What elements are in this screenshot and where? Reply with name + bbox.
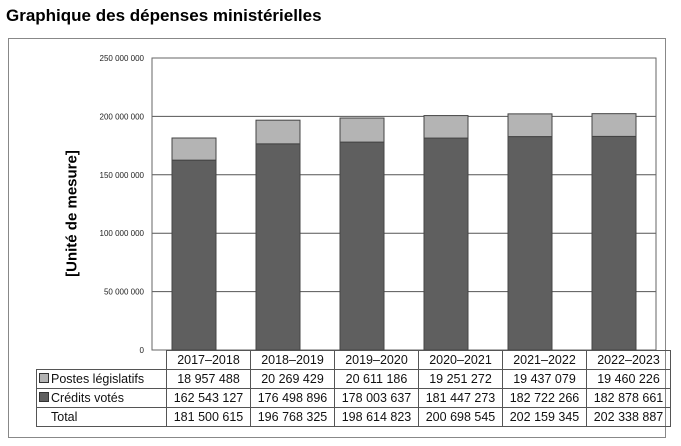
row-label-text: Postes législatifs bbox=[51, 372, 145, 386]
bar-postes-legislatifs bbox=[507, 113, 553, 138]
y-tick-label: 50 000 000 bbox=[104, 288, 145, 297]
table-cell: 20 611 186 bbox=[334, 369, 419, 389]
table-cell: 19 437 079 bbox=[502, 369, 587, 389]
table-cell: 2017–2018 bbox=[166, 350, 251, 370]
table-cell: 202 338 887 bbox=[586, 407, 671, 427]
chart-frame bbox=[8, 38, 666, 438]
bar-postes-legislatifs bbox=[171, 137, 217, 161]
y-tick-label: 250 000 000 bbox=[100, 54, 145, 63]
table-cell: 198 614 823 bbox=[334, 407, 419, 427]
bar-credits-votes bbox=[171, 159, 217, 351]
legend-swatch bbox=[39, 373, 49, 383]
row-label-text: Crédits votés bbox=[51, 391, 124, 405]
table-row: Postes législatifs 18 957 488 20 269 429 20… bbox=[36, 369, 671, 389]
table-cell: 2022–2023 bbox=[586, 350, 671, 370]
plot-area bbox=[151, 57, 657, 351]
data-table: 2017–2018 2018–2019 2019–2020 2020–2021 2021… bbox=[36, 350, 671, 427]
table-cell: 162 543 127 bbox=[166, 388, 251, 408]
bar-credits-votes bbox=[591, 135, 637, 351]
table-cell: 18 957 488 bbox=[166, 369, 251, 389]
table-cell: 181 447 273 bbox=[418, 388, 503, 408]
bar-postes-legislatifs bbox=[591, 113, 637, 137]
table-cell: 20 269 429 bbox=[250, 369, 335, 389]
table-cell: 200 698 545 bbox=[418, 407, 503, 427]
y-axis-label: [Unité de mesure] bbox=[63, 150, 81, 277]
table-cell: 19 460 226 bbox=[586, 369, 671, 389]
legend-swatch bbox=[39, 392, 49, 402]
bar-credits-votes bbox=[339, 141, 385, 351]
y-tick-label: 0 bbox=[140, 346, 145, 355]
bar-credits-votes bbox=[255, 143, 301, 351]
row-label bbox=[37, 351, 167, 370]
table-cell: 2018–2019 bbox=[250, 350, 335, 370]
y-tick-label: 150 000 000 bbox=[100, 171, 145, 180]
table-cell: 2021–2022 bbox=[502, 350, 587, 370]
bar-credits-votes bbox=[423, 137, 469, 351]
table-cell: 196 768 325 bbox=[250, 407, 335, 427]
table-row: Crédits votés 162 543 127 176 498 896 178 0… bbox=[36, 388, 671, 408]
row-label: Postes législatifs bbox=[36, 369, 167, 389]
table-cell: 182 722 266 bbox=[502, 388, 587, 408]
y-tick-label: 100 000 000 bbox=[100, 229, 145, 238]
bar-postes-legislatifs bbox=[339, 117, 385, 143]
category-header-row: 2017–2018 2018–2019 2019–2020 2020–2021 2021… bbox=[37, 350, 671, 370]
table-cell: 2020–2021 bbox=[418, 350, 503, 370]
table-cell: 202 159 345 bbox=[502, 407, 587, 427]
table-cell: 19 251 272 bbox=[418, 369, 503, 389]
row-label: Total bbox=[36, 407, 167, 427]
table-cell: 176 498 896 bbox=[250, 388, 335, 408]
row-label: Crédits votés bbox=[36, 388, 167, 408]
row-label-text: Total bbox=[51, 410, 78, 424]
table-cell: 181 500 615 bbox=[166, 407, 251, 427]
bar-postes-legislatifs bbox=[255, 119, 301, 145]
y-tick-label: 200 000 000 bbox=[100, 112, 145, 121]
table-row-total: Total 181 500 615 196 768 325 198 614 823 20… bbox=[36, 407, 671, 427]
bar-postes-legislatifs bbox=[423, 115, 469, 139]
table-cell: 178 003 637 bbox=[334, 388, 419, 408]
bar-credits-votes bbox=[507, 136, 553, 351]
table-cell: 182 878 661 bbox=[586, 388, 671, 408]
page-title: Graphique des dépenses ministérielles bbox=[6, 6, 322, 25]
table-cell: 2019–2020 bbox=[334, 350, 419, 370]
